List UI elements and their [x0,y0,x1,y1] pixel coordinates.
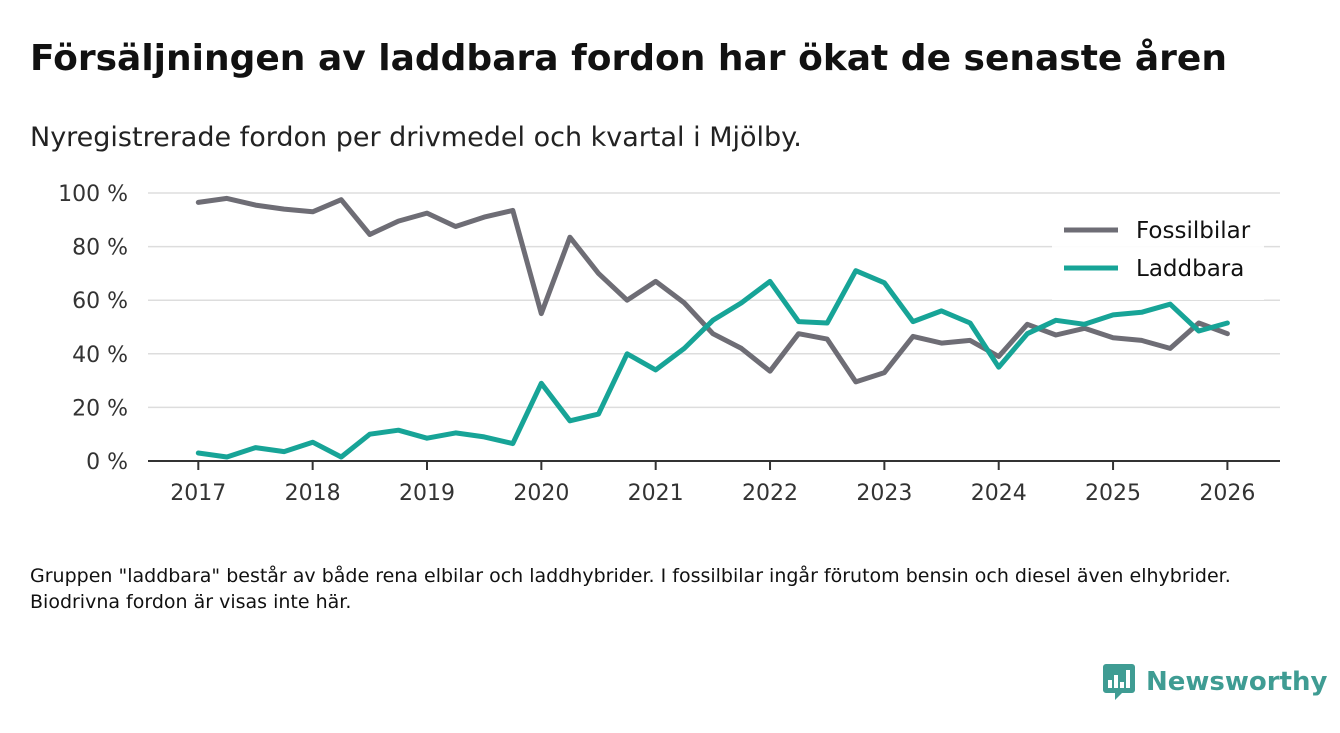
series-lines [195,195,1230,460]
chart-subtitle: Nyregistrerade fordon per drivmedel och … [30,122,802,153]
brand-name: Newsworthy [1146,667,1328,697]
x-tick-label: 2017 [170,481,226,506]
x-tick-label: 2022 [742,481,798,506]
y-tick-label: 60 % [72,289,128,314]
brand-logo[interactable]: Newsworthy [1102,662,1327,702]
series-line-laddbara [195,268,1230,460]
y-axis-tick-labels: 0 % 20 % 40 % 60 % 80 % 100 % [58,182,128,475]
x-tick-label: 2023 [856,481,912,506]
legend-label: Laddbara [1136,256,1244,282]
y-tick-label: 100 % [58,182,128,207]
x-tick-label: 2025 [1085,481,1141,506]
legend-label: Fossilbilar [1136,218,1251,244]
y-tick-label: 20 % [72,396,128,421]
chart-title: Försäljningen av laddbara fordon har öka… [30,38,1227,79]
legend-background [1052,212,1264,300]
y-tick-label: 40 % [72,343,128,368]
x-tick-label: 2021 [628,481,684,506]
y-tick-label: 80 % [72,236,128,261]
x-tick-label: 2026 [1199,481,1255,506]
series-line-fossilbilar [195,195,1230,385]
x-tick-label: 2020 [513,481,569,506]
line-chart: 0 % 20 % 40 % 60 % 80 % 100 % 2017 2018 2019 202… [58,182,1280,506]
x-tick-label: 2018 [285,481,341,506]
x-tick-label: 2019 [399,481,455,506]
x-axis: 2017 2018 2019 2020 2021 2022 2023 2024 2025 2026 [148,460,1280,506]
y-tick-label: 0 % [86,450,128,475]
legend: Fossilbilar Laddbara [1052,212,1264,300]
x-tick-label: 2024 [971,481,1027,506]
newsworthy-logo-icon [1103,664,1135,700]
footnote: Gruppen "laddbara" består av både rena e… [30,565,1231,613]
